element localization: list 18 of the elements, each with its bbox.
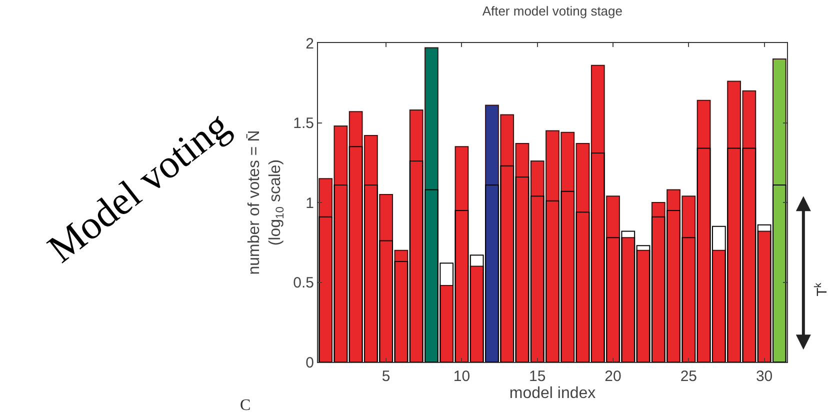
bar: [772, 58, 786, 362]
x-tick-label: 20: [604, 368, 622, 385]
bar: [454, 146, 469, 362]
bar: [379, 194, 394, 362]
y-tick-label: 0.5: [293, 274, 314, 292]
x-tick-label: 10: [453, 368, 470, 385]
x-axis-title: model index: [509, 385, 596, 402]
y-tick-label: 2: [306, 35, 314, 52]
y-tick-label: 0: [306, 354, 314, 372]
text: C: [240, 397, 251, 414]
x-tick-label: 25: [680, 368, 698, 385]
chart-title: After model voting stage: [482, 3, 623, 18]
x-tick-label: 15: [529, 368, 546, 385]
bar: [606, 196, 620, 362]
x-tick-label: 30: [756, 368, 773, 385]
y-tick-label: 1.5: [293, 115, 314, 132]
x-tick-label: 5: [382, 368, 390, 385]
y-tick-label: 1: [306, 194, 314, 212]
